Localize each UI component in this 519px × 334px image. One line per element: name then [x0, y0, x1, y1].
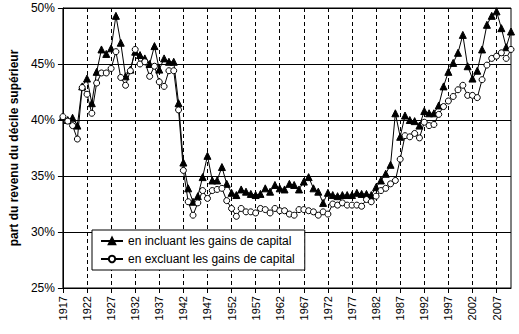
- svg-text:35%: 35%: [31, 169, 55, 183]
- svg-text:30%: 30%: [31, 225, 55, 239]
- svg-text:1922: 1922: [81, 296, 93, 320]
- svg-text:1977: 1977: [346, 296, 358, 320]
- svg-text:1997: 1997: [442, 296, 454, 320]
- svg-text:25%: 25%: [31, 281, 55, 295]
- svg-text:en incluant les gains de capit: en incluant les gains de capital: [128, 234, 291, 248]
- svg-text:2002: 2002: [466, 296, 478, 320]
- svg-text:1942: 1942: [177, 296, 189, 320]
- svg-text:1937: 1937: [153, 296, 165, 320]
- svg-text:1987: 1987: [394, 296, 406, 320]
- svg-text:1917: 1917: [57, 296, 69, 320]
- svg-text:1947: 1947: [201, 296, 213, 320]
- svg-text:1992: 1992: [418, 296, 430, 320]
- svg-text:2007: 2007: [491, 296, 503, 320]
- svg-text:1967: 1967: [298, 296, 310, 320]
- svg-text:part du revenu du décile supér: part du revenu du décile supérieur: [7, 49, 21, 246]
- svg-text:40%: 40%: [31, 113, 55, 127]
- svg-text:1982: 1982: [370, 296, 382, 320]
- svg-text:1932: 1932: [129, 296, 141, 320]
- svg-text:en excluant les gains de capit: en excluant les gains de capital: [128, 252, 295, 266]
- svg-text:1957: 1957: [250, 296, 262, 320]
- svg-text:1952: 1952: [226, 296, 238, 320]
- svg-text:1972: 1972: [322, 296, 334, 320]
- svg-text:45%: 45%: [31, 57, 55, 71]
- svg-text:1927: 1927: [105, 296, 117, 320]
- svg-text:1962: 1962: [274, 296, 286, 320]
- svg-text:50%: 50%: [31, 1, 55, 15]
